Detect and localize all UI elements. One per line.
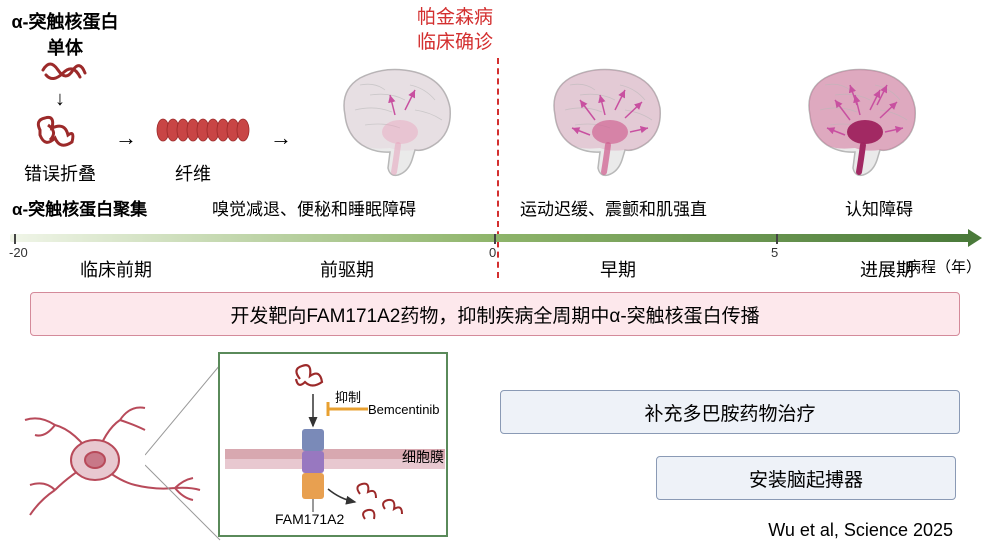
arrow-down-icon: ↓ bbox=[55, 88, 65, 111]
inhibit-label: 抑制 bbox=[335, 390, 361, 405]
fibril-label: 纤维 bbox=[175, 160, 211, 186]
tick-label-1: 0 bbox=[489, 245, 496, 260]
citation: Wu et al, Science 2025 bbox=[768, 520, 953, 541]
strategy-box: 开发靶向FAM171A2药物，抑制疾病全周期中α-突触核蛋白传播 bbox=[30, 292, 960, 336]
drug-label: Bemcentinib bbox=[368, 402, 440, 417]
treatment-2-text: 安装脑起搏器 bbox=[749, 465, 863, 492]
misfold-label: 错误折叠 bbox=[10, 160, 110, 186]
treatment-1-text: 补充多巴胺药物治疗 bbox=[644, 399, 815, 426]
fibril-icon bbox=[155, 115, 255, 145]
symptom-0: α-突触核蛋白聚集 bbox=[12, 195, 147, 220]
inset-box: 细胞膜 FAM171A2 抑制 Bemcentinib bbox=[218, 352, 448, 537]
membrane-label: 细胞膜 bbox=[402, 449, 444, 465]
brain-3 bbox=[785, 60, 935, 180]
tick-label-0: -20 bbox=[9, 245, 28, 260]
axis-label: 病程（年） bbox=[906, 256, 981, 277]
monomer-label: α-突触核蛋白 单体 bbox=[10, 8, 120, 60]
tick-label-2: 5 bbox=[771, 245, 778, 260]
symptom-3: 认知障碍 bbox=[845, 195, 913, 220]
arrow-right-1-icon: → bbox=[115, 125, 137, 151]
diagnosis-label: 帕金森病 临床确诊 bbox=[390, 6, 520, 55]
stage-1: 前驱期 bbox=[320, 256, 374, 282]
brain-1 bbox=[320, 60, 470, 180]
timeline-arrow-icon bbox=[968, 229, 982, 247]
symptom-1: 嗅觉减退、便秘和睡眠障碍 bbox=[212, 195, 416, 220]
brain-2 bbox=[530, 60, 680, 180]
zoom-lines bbox=[145, 360, 225, 550]
treatment-box-2: 安装脑起搏器 bbox=[656, 456, 956, 500]
symptom-2: 运动迟缓、震颤和肌强直 bbox=[520, 195, 707, 220]
tick-line-0 bbox=[14, 234, 16, 244]
diagnosis-line bbox=[497, 58, 499, 278]
timeline-bar bbox=[10, 234, 970, 242]
strategy-text: 开发靶向FAM171A2药物，抑制疾病全周期中α-突触核蛋白传播 bbox=[230, 301, 759, 328]
tick-line-1 bbox=[494, 234, 496, 244]
treatment-box-1: 补充多巴胺药物治疗 bbox=[500, 390, 960, 434]
misfold-icon bbox=[30, 110, 85, 155]
monomer-icon bbox=[38, 55, 88, 85]
receptor-label: FAM171A2 bbox=[275, 511, 344, 527]
tick-line-2 bbox=[776, 234, 778, 244]
stage-2: 早期 bbox=[600, 256, 636, 282]
arrow-right-2-icon: → bbox=[270, 125, 292, 151]
stage-0: 临床前期 bbox=[80, 256, 152, 282]
